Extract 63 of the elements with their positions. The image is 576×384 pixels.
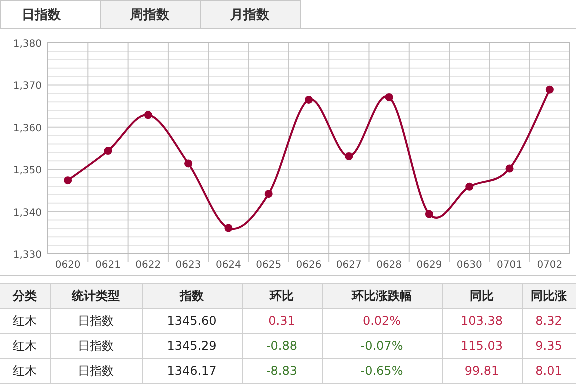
point <box>264 190 273 198</box>
text: 红木 <box>13 314 37 328</box>
text: 日指数 <box>78 314 114 328</box>
y-tick-label: 1,380 <box>13 39 42 50</box>
point <box>144 111 152 120</box>
text: 同比 <box>470 289 494 303</box>
x-tick-label: 0627 <box>336 260 362 271</box>
text: 8.32 <box>536 314 562 328</box>
text: 0.31 <box>268 314 296 328</box>
text: 1346.17 <box>167 364 217 378</box>
text: 115.03 <box>461 339 503 353</box>
y-tick-label: 1,370 <box>13 81 42 92</box>
text: 0.02% <box>362 314 402 328</box>
x-tick-label: 0625 <box>256 260 282 271</box>
text: -0.65% <box>360 364 404 378</box>
x-tick-label: 0624 <box>216 260 242 271</box>
text: 统计类型 <box>71 289 120 303</box>
x-tick-label: 0622 <box>136 260 162 271</box>
point <box>506 164 514 173</box>
x-tick-label: 0620 <box>55 260 81 271</box>
text: -0.88 <box>266 339 298 353</box>
text: 环比涨跌幅 <box>351 289 412 303</box>
text: 指数 <box>179 289 205 303</box>
text: 红木 <box>13 339 37 353</box>
text: 103.38 <box>461 314 503 328</box>
point <box>466 182 474 191</box>
y-tick-label: 1,330 <box>13 250 42 261</box>
text: 同比涨 <box>531 289 568 303</box>
point <box>425 210 434 218</box>
point <box>385 93 394 102</box>
text: -8.83 <box>266 364 298 378</box>
point <box>546 86 554 94</box>
y-tick-label: 1,350 <box>13 166 42 177</box>
y-tick-label: 1,340 <box>13 208 42 219</box>
point <box>224 224 233 232</box>
point <box>345 152 354 161</box>
x-tick-label: 0623 <box>176 260 202 271</box>
text: 月指数 <box>230 8 270 23</box>
x-tick-label: 0621 <box>96 260 121 271</box>
text: 99.81 <box>464 364 500 378</box>
text: 8.01 <box>536 364 562 378</box>
x-tick-label: 0628 <box>376 260 402 271</box>
text: 1345.29 <box>167 339 217 353</box>
text: 9.35 <box>536 339 562 353</box>
x-tick-label: 0626 <box>296 260 322 271</box>
text: 日指数 <box>22 8 62 23</box>
x-tick-label: 0702 <box>537 260 563 271</box>
text: 分类 <box>12 289 37 303</box>
text: 环比 <box>269 289 294 303</box>
point <box>305 96 313 104</box>
point <box>184 160 193 168</box>
text: 周指数 <box>130 8 170 23</box>
text: 日指数 <box>78 339 114 353</box>
point <box>104 147 112 156</box>
point <box>64 176 72 185</box>
y-tick-label: 1,360 <box>13 123 42 134</box>
text: 日指数 <box>78 364 114 378</box>
x-tick-label: 0630 <box>456 260 482 271</box>
text: 1345.60 <box>167 314 217 328</box>
text: 红木 <box>13 364 37 378</box>
text: -0.07% <box>360 339 404 353</box>
x-tick-label: 0629 <box>416 260 442 271</box>
x-tick-label: 0701 <box>497 260 522 271</box>
